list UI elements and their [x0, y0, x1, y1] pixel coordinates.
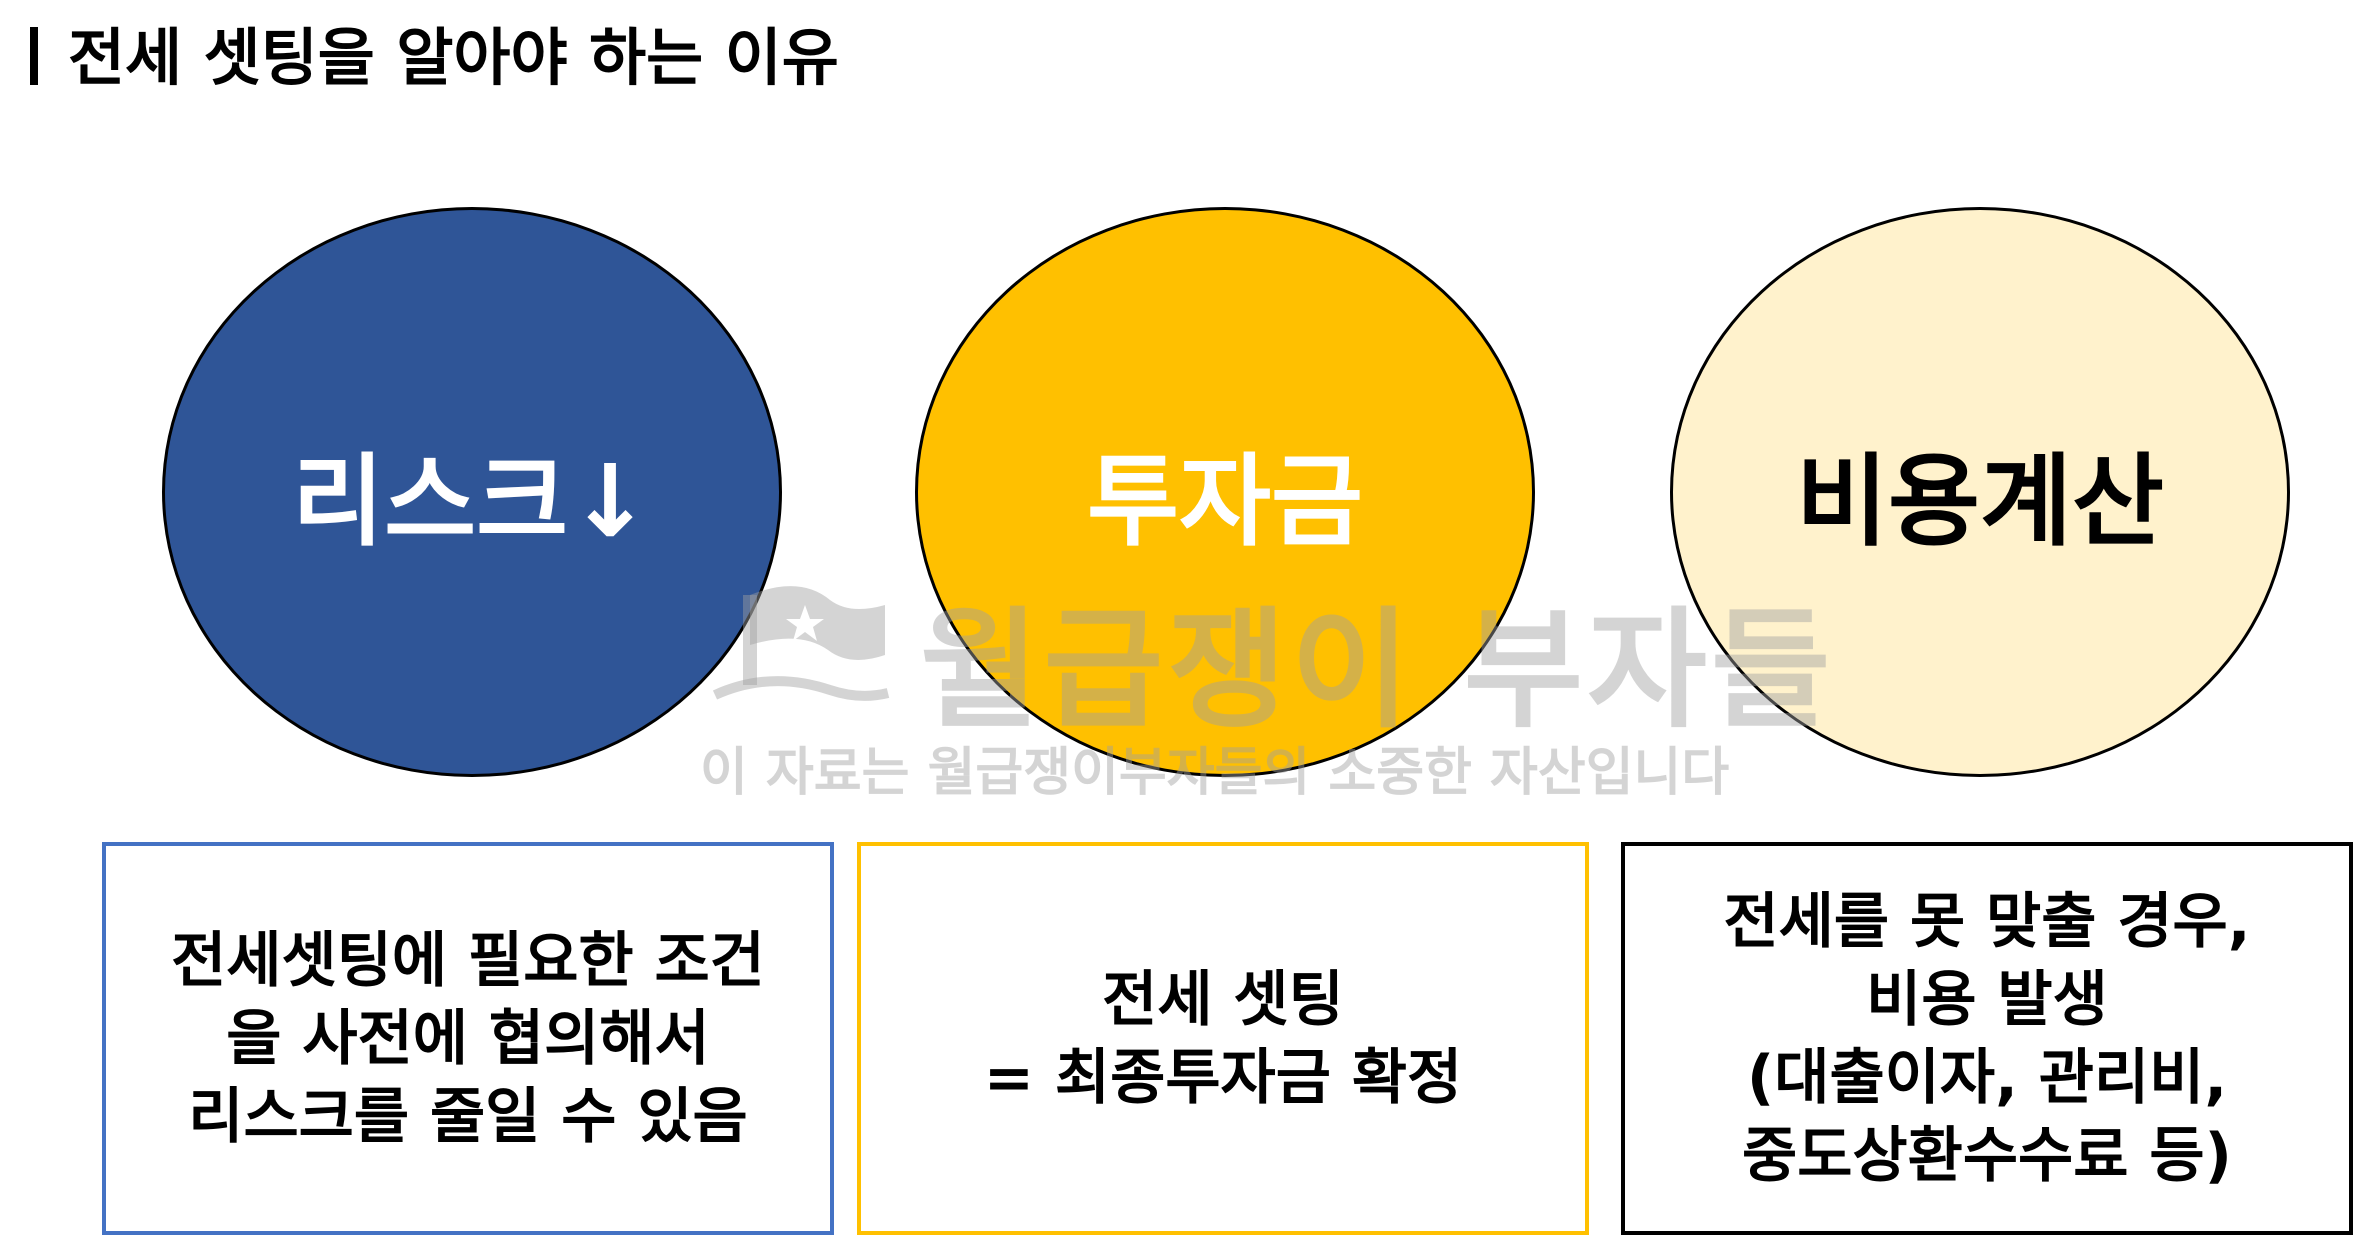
risk-circle-label: 리스크↓ [292, 442, 652, 560]
cost-line-4: 중도상환수수료 등) [1742, 1120, 2232, 1191]
cost-circle-label: 비용계산 [1796, 442, 2164, 560]
cost-line-2: 비용 발생 [1866, 964, 2108, 1035]
risk-line-2: 을 사전에 협의해서 [226, 1003, 710, 1074]
investment-circle-label: 투자금 [1087, 442, 1363, 560]
risk-description-box: 전세셋팅에 필요한 조건 을 사전에 협의해서 리스크를 줄일 수 있음 [102, 842, 834, 1235]
investment-line-2: = 최종투자금 확정 [983, 1042, 1463, 1113]
cost-line-1: 전세를 못 맞출 경우, [1723, 886, 2251, 957]
investment-description-box: 전세 셋팅 = 최종투자금 확정 [857, 842, 1589, 1235]
title-bar-marker [30, 26, 38, 85]
page-title-text: 전세 셋팅을 알아야 하는 이유 [68, 21, 839, 94]
investment-circle: 투자금 [915, 207, 1535, 777]
page-title: 전세 셋팅을 알아야 하는 이유 [30, 18, 839, 98]
cost-line-3: (대출이자, 관리비, [1746, 1042, 2228, 1113]
cost-description-box: 전세를 못 맞출 경우, 비용 발생 (대출이자, 관리비, 중도상환수수료 등… [1621, 842, 2353, 1235]
risk-circle: 리스크↓ [162, 207, 782, 777]
risk-line-3: 리스크를 줄일 수 있음 [188, 1081, 748, 1152]
cost-circle: 비용계산 [1670, 207, 2290, 777]
risk-line-1: 전세셋팅에 필요한 조건 [171, 925, 765, 996]
investment-line-1: 전세 셋팅 [1102, 964, 1344, 1035]
